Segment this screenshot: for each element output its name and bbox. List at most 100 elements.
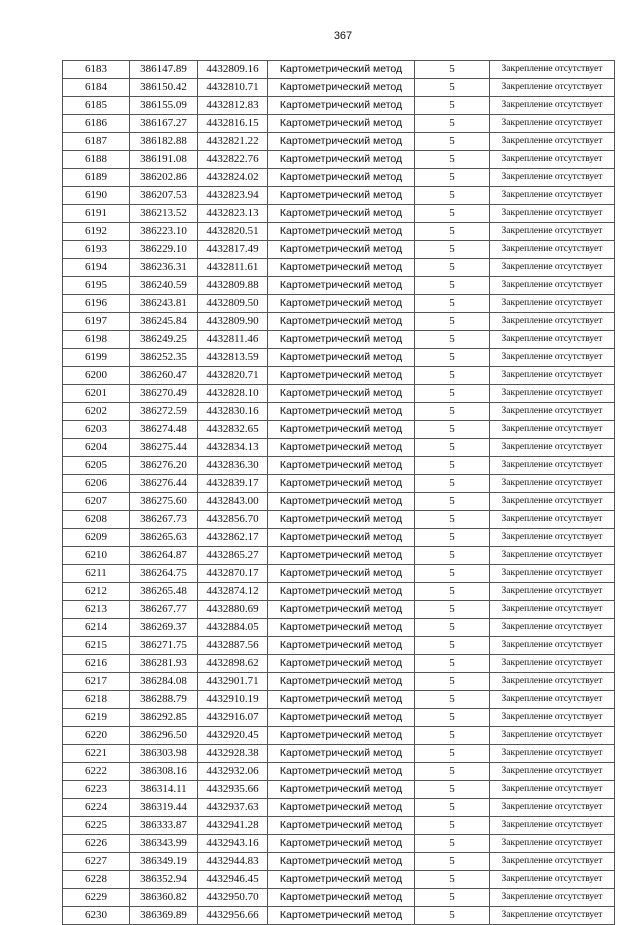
- table-row: 6214 386269.37 4432884.05 Картометрический …: [62, 618, 615, 637]
- point-number-cell: 6220: [62, 726, 130, 745]
- accuracy-cell: 5: [414, 222, 490, 241]
- accuracy-cell: 5: [414, 852, 490, 871]
- point-number-cell: 6216: [62, 654, 130, 673]
- method-cell: Картометрический метод: [267, 672, 415, 691]
- point-number-cell: 6212: [62, 582, 130, 601]
- y-coordinate-cell: 4432920.45: [197, 726, 268, 745]
- fixing-cell: Закрепление отсутствует: [489, 600, 615, 619]
- point-number-cell: 6209: [62, 528, 130, 547]
- y-coordinate-cell: 4432862.17: [197, 528, 268, 547]
- accuracy-cell: 5: [414, 510, 490, 529]
- point-number-cell: 6201: [62, 384, 130, 403]
- x-coordinate-cell: 386236.31: [129, 258, 198, 277]
- table-row: 6212 386265.48 4432874.12 Картометрический …: [62, 582, 615, 601]
- method-cell: Картометрический метод: [267, 294, 415, 313]
- method-cell: Картометрический метод: [267, 798, 415, 817]
- accuracy-cell: 5: [414, 204, 490, 223]
- point-number-cell: 6196: [62, 294, 130, 313]
- fixing-cell: Закрепление отсутствует: [489, 348, 615, 367]
- y-coordinate-cell: 4432856.70: [197, 510, 268, 529]
- y-coordinate-cell: 4432937.63: [197, 798, 268, 817]
- accuracy-cell: 5: [414, 888, 490, 907]
- method-cell: Картометрический метод: [267, 708, 415, 727]
- y-coordinate-cell: 4432823.94: [197, 186, 268, 205]
- table-row: 6183 386147.89 4432809.16 Картометрический …: [62, 60, 615, 79]
- x-coordinate-cell: 386182.88: [129, 132, 198, 151]
- method-cell: Картометрический метод: [267, 762, 415, 781]
- accuracy-cell: 5: [414, 654, 490, 673]
- table-row: 6203 386274.48 4432832.65 Картометрический …: [62, 420, 615, 439]
- x-coordinate-cell: 386352.94: [129, 870, 198, 889]
- y-coordinate-cell: 4432839.17: [197, 474, 268, 493]
- x-coordinate-cell: 386264.75: [129, 564, 198, 583]
- accuracy-cell: 5: [414, 690, 490, 709]
- y-coordinate-cell: 4432817.49: [197, 240, 268, 259]
- fixing-cell: Закрепление отсутствует: [489, 870, 615, 889]
- table-row: 6197 386245.84 4432809.90 Картометрический …: [62, 312, 615, 331]
- point-number-cell: 6195: [62, 276, 130, 295]
- point-number-cell: 6208: [62, 510, 130, 529]
- method-cell: Картометрический метод: [267, 510, 415, 529]
- fixing-cell: Закрепление отсутствует: [489, 528, 615, 547]
- fixing-cell: Закрепление отсутствует: [489, 906, 615, 925]
- accuracy-cell: 5: [414, 258, 490, 277]
- fixing-cell: Закрепление отсутствует: [489, 222, 615, 241]
- table-row: 6190 386207.53 4432823.94 Картометрический …: [62, 186, 615, 205]
- method-cell: Картометрический метод: [267, 600, 415, 619]
- accuracy-cell: 5: [414, 528, 490, 547]
- x-coordinate-cell: 386265.48: [129, 582, 198, 601]
- table-row: 6218 386288.79 4432910.19 Картометрический …: [62, 690, 615, 709]
- table-row: 6217 386284.08 4432901.71 Картометрический …: [62, 672, 615, 691]
- point-number-cell: 6207: [62, 492, 130, 511]
- fixing-cell: Закрепление отсутствует: [489, 204, 615, 223]
- y-coordinate-cell: 4432956.66: [197, 906, 268, 925]
- x-coordinate-cell: 386269.37: [129, 618, 198, 637]
- table-row: 6185 386155.09 4432812.83 Картометрический …: [62, 96, 615, 115]
- method-cell: Картометрический метод: [267, 834, 415, 853]
- fixing-cell: Закрепление отсутствует: [489, 330, 615, 349]
- y-coordinate-cell: 4432950.70: [197, 888, 268, 907]
- y-coordinate-cell: 4432811.61: [197, 258, 268, 277]
- point-number-cell: 6192: [62, 222, 130, 241]
- fixing-cell: Закрепление отсутствует: [489, 168, 615, 187]
- x-coordinate-cell: 386319.44: [129, 798, 198, 817]
- table-row: 6222 386308.16 4432932.06 Картометрический …: [62, 762, 615, 781]
- point-number-cell: 6219: [62, 708, 130, 727]
- y-coordinate-cell: 4432941.28: [197, 816, 268, 835]
- table-row: 6229 386360.82 4432950.70 Картометрический …: [62, 888, 615, 907]
- fixing-cell: Закрепление отсутствует: [489, 294, 615, 313]
- table-row: 6196 386243.81 4432809.50 Картометрический …: [62, 294, 615, 313]
- accuracy-cell: 5: [414, 96, 490, 115]
- table-row: 6207 386275.60 4432843.00 Картометрический …: [62, 492, 615, 511]
- x-coordinate-cell: 386369.89: [129, 906, 198, 925]
- point-number-cell: 6217: [62, 672, 130, 691]
- accuracy-cell: 5: [414, 114, 490, 133]
- table-row: 6225 386333.87 4432941.28 Картометрический …: [62, 816, 615, 835]
- x-coordinate-cell: 386207.53: [129, 186, 198, 205]
- x-coordinate-cell: 386314.11: [129, 780, 198, 799]
- accuracy-cell: 5: [414, 618, 490, 637]
- method-cell: Картометрический метод: [267, 654, 415, 673]
- method-cell: Картометрический метод: [267, 744, 415, 763]
- x-coordinate-cell: 386333.87: [129, 816, 198, 835]
- table-row: 6226 386343.99 4432943.16 Картометрический …: [62, 834, 615, 853]
- table-row: 6205 386276.20 4432836.30 Картометрический …: [62, 456, 615, 475]
- y-coordinate-cell: 4432822.76: [197, 150, 268, 169]
- x-coordinate-cell: 386360.82: [129, 888, 198, 907]
- table-row: 6193 386229.10 4432817.49 Картометрический …: [62, 240, 615, 259]
- method-cell: Картометрический метод: [267, 420, 415, 439]
- x-coordinate-cell: 386155.09: [129, 96, 198, 115]
- table-row: 6200 386260.47 4432820.71 Картометрический …: [62, 366, 615, 385]
- point-number-cell: 6205: [62, 456, 130, 475]
- point-number-cell: 6194: [62, 258, 130, 277]
- y-coordinate-cell: 4432810.71: [197, 78, 268, 97]
- y-coordinate-cell: 4432816.15: [197, 114, 268, 133]
- fixing-cell: Закрепление отсутствует: [489, 456, 615, 475]
- x-coordinate-cell: 386264.87: [129, 546, 198, 565]
- y-coordinate-cell: 4432901.71: [197, 672, 268, 691]
- point-number-cell: 6225: [62, 816, 130, 835]
- y-coordinate-cell: 4432820.51: [197, 222, 268, 241]
- method-cell: Картометрический метод: [267, 348, 415, 367]
- y-coordinate-cell: 4432870.17: [197, 564, 268, 583]
- method-cell: Картометрический метод: [267, 240, 415, 259]
